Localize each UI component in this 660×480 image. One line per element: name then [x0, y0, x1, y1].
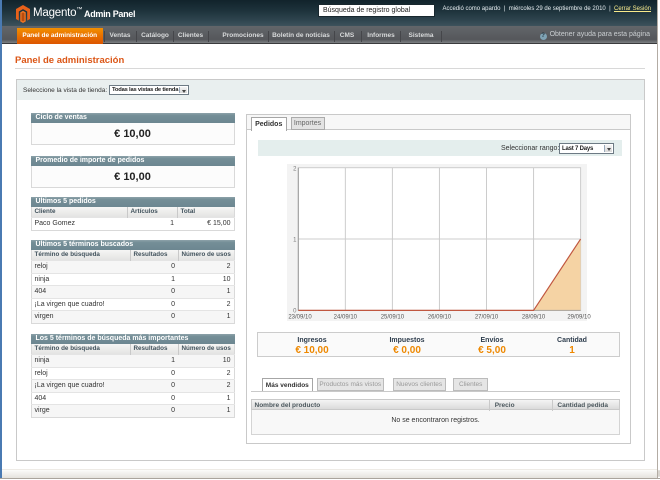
svg-text:27/09/10: 27/09/10	[474, 315, 498, 321]
svg-text:29/09/10: 29/09/10	[567, 315, 591, 321]
svg-text:24/09/10: 24/09/10	[333, 315, 357, 321]
svg-text:23/09/10: 23/09/10	[288, 315, 312, 321]
svg-text:25/09/10: 25/09/10	[380, 315, 404, 321]
svg-text:2: 2	[293, 167, 297, 173]
svg-text:0: 0	[293, 309, 297, 315]
svg-text:26/09/10: 26/09/10	[427, 315, 451, 321]
svg-text:28/09/10: 28/09/10	[521, 315, 545, 321]
svg-text:1: 1	[293, 238, 297, 244]
